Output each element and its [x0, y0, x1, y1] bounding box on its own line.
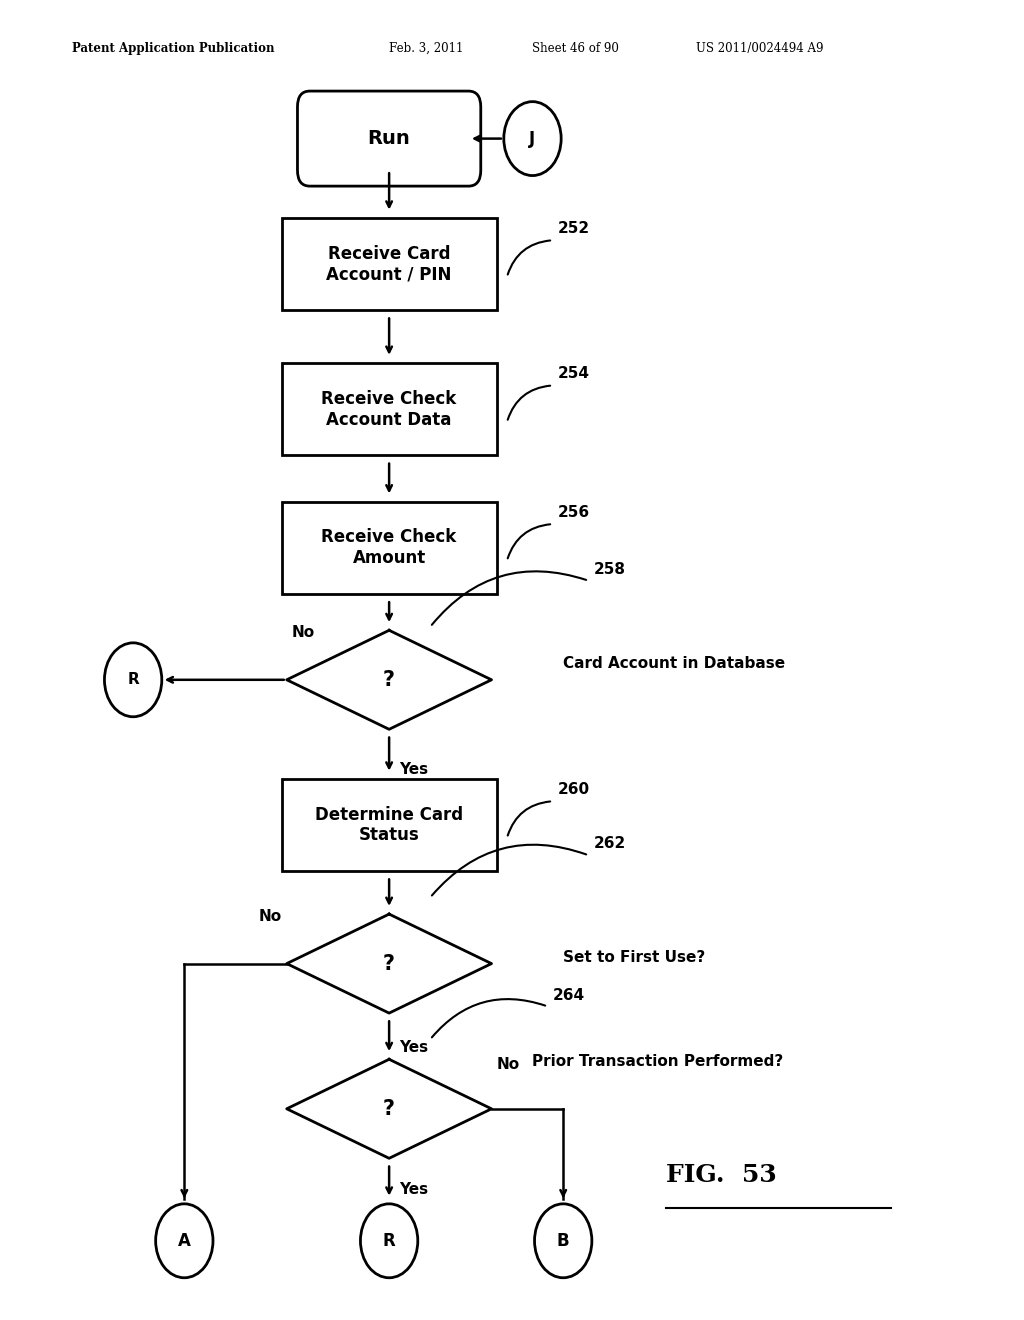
Text: FIG.  53: FIG. 53: [666, 1163, 776, 1187]
Text: 258: 258: [594, 562, 626, 577]
Text: Receive Check
Amount: Receive Check Amount: [322, 528, 457, 568]
Text: Card Account in Database: Card Account in Database: [563, 656, 785, 672]
Polygon shape: [287, 1059, 492, 1159]
Text: Yes: Yes: [399, 763, 428, 777]
Text: J: J: [529, 129, 536, 148]
Text: ?: ?: [383, 1098, 395, 1119]
Polygon shape: [287, 913, 492, 1014]
Circle shape: [156, 1204, 213, 1278]
Text: Yes: Yes: [399, 1183, 428, 1197]
Text: R: R: [127, 672, 139, 688]
Text: Yes: Yes: [399, 1040, 428, 1055]
Text: ?: ?: [383, 669, 395, 690]
Text: Sheet 46 of 90: Sheet 46 of 90: [532, 42, 620, 55]
Text: 256: 256: [558, 506, 590, 520]
Text: B: B: [557, 1232, 569, 1250]
Bar: [282, 218, 497, 310]
Text: R: R: [383, 1232, 395, 1250]
Text: Determine Card
Status: Determine Card Status: [315, 805, 463, 845]
Text: Run: Run: [368, 129, 411, 148]
Text: Patent Application Publication: Patent Application Publication: [72, 42, 274, 55]
Text: 254: 254: [558, 367, 590, 381]
Circle shape: [535, 1204, 592, 1278]
Text: No: No: [258, 909, 282, 924]
Circle shape: [504, 102, 561, 176]
Text: A: A: [178, 1232, 190, 1250]
FancyBboxPatch shape: [297, 91, 481, 186]
Text: 260: 260: [558, 783, 590, 797]
Text: No: No: [292, 626, 315, 640]
Text: ?: ?: [383, 953, 395, 974]
Circle shape: [104, 643, 162, 717]
Text: US 2011/0024494 A9: US 2011/0024494 A9: [696, 42, 824, 55]
Bar: [282, 502, 497, 594]
Text: Feb. 3, 2011: Feb. 3, 2011: [389, 42, 464, 55]
Bar: [282, 779, 497, 871]
Circle shape: [360, 1204, 418, 1278]
Text: Prior Transaction Performed?: Prior Transaction Performed?: [532, 1055, 783, 1069]
Text: Receive Check
Account Data: Receive Check Account Data: [322, 389, 457, 429]
Text: No: No: [497, 1057, 520, 1072]
Polygon shape: [287, 631, 492, 729]
Text: 252: 252: [558, 222, 590, 236]
Text: 262: 262: [594, 837, 626, 851]
Text: Receive Card
Account / PIN: Receive Card Account / PIN: [327, 244, 452, 284]
Text: Set to First Use?: Set to First Use?: [563, 949, 706, 965]
Bar: [282, 363, 497, 455]
Text: 264: 264: [553, 987, 585, 1003]
